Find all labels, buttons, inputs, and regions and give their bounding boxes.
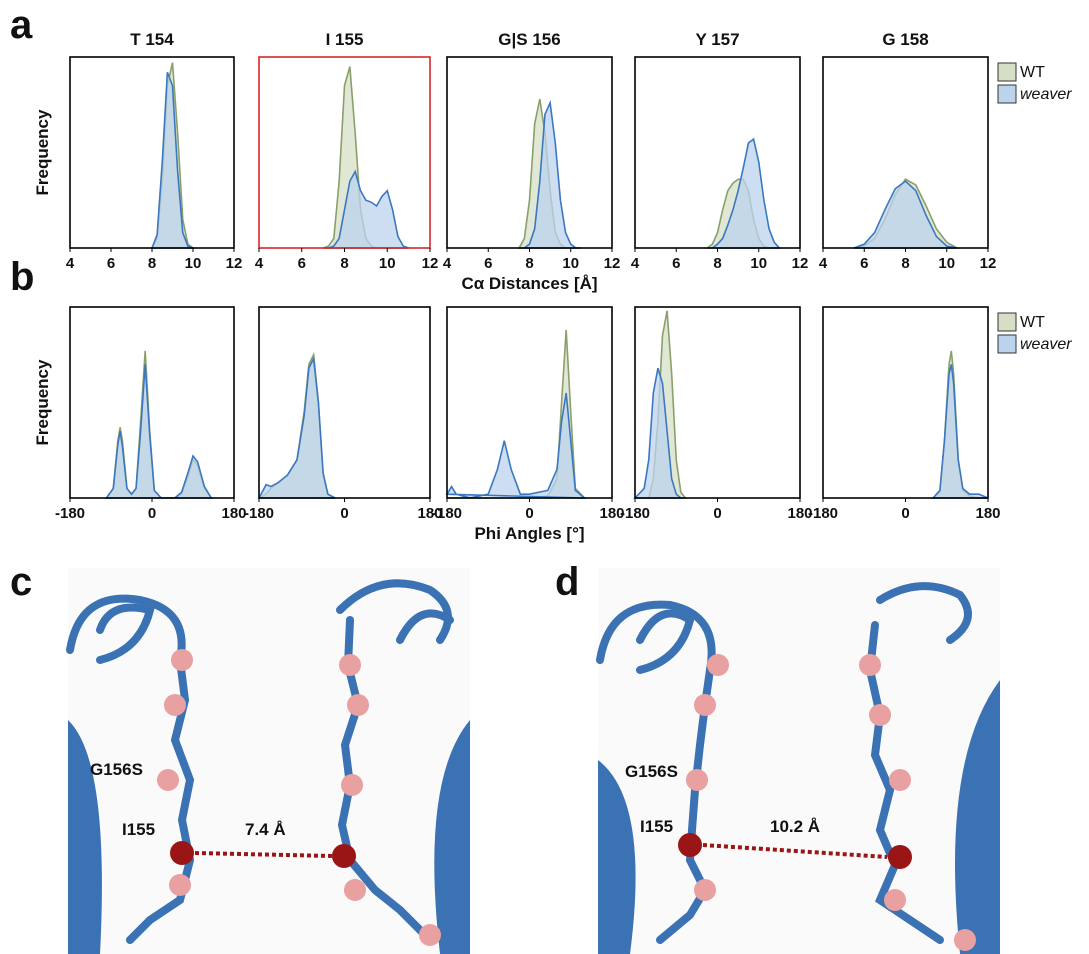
x-tick-label: 4 — [255, 255, 264, 272]
x-tick-label: 4 — [443, 255, 452, 272]
plot-background — [259, 307, 430, 498]
x-tick-label: -180 — [55, 505, 85, 522]
plot-background — [823, 307, 988, 498]
chart-title: Y 157 — [695, 30, 739, 49]
x-tick-label: 6 — [672, 255, 680, 272]
plot-background — [70, 57, 234, 248]
chart-title: I 155 — [326, 30, 364, 49]
plot-background — [635, 57, 800, 248]
residue-label: I155 — [122, 820, 155, 839]
distance-label: 10.2 Å — [770, 817, 820, 836]
x-tick-label: 10 — [185, 255, 202, 272]
legend-label: WT — [1020, 314, 1045, 331]
x-tick-label: 6 — [298, 255, 306, 272]
legend-swatch — [998, 63, 1016, 81]
x-tick-label: 10 — [750, 255, 767, 272]
distance-label: 7.4 Å — [245, 820, 286, 839]
x-tick-label: 0 — [340, 505, 348, 522]
x-tick-label: 12 — [226, 255, 243, 272]
chart-title: G 158 — [882, 30, 928, 49]
x-tick-label: 12 — [422, 255, 439, 272]
legend-label: WT — [1020, 64, 1045, 81]
x-tick-label: 4 — [66, 255, 75, 272]
x-tick-label: -180 — [432, 505, 462, 522]
chart-title: T 154 — [130, 30, 174, 49]
y-axis-label: Frequency — [33, 109, 52, 196]
x-tick-label: -180 — [808, 505, 838, 522]
x-tick-label: 12 — [980, 255, 997, 272]
page: {"panel_labels": ["a", "b", "c", "d"], "… — [0, 0, 1089, 954]
x-tick-label: -180 — [620, 505, 650, 522]
x-tick-label: 10 — [379, 255, 396, 272]
x-tick-label: 4 — [631, 255, 640, 272]
chart-title: G|S 156 — [498, 30, 560, 49]
x-tick-label: 4 — [819, 255, 828, 272]
x-axis-label: Phi Angles [°] — [474, 524, 584, 543]
x-tick-label: 8 — [901, 255, 909, 272]
mutant-label: G156S — [90, 760, 143, 779]
x-tick-label: 6 — [107, 255, 115, 272]
legend-label: weaver — [1020, 86, 1072, 103]
x-tick-label: 0 — [525, 505, 533, 522]
legend-swatch — [998, 335, 1016, 353]
panel-label: a — [10, 3, 33, 47]
figure: a b c d G156S I155 7.4 Å — [0, 0, 1089, 954]
x-tick-label: 12 — [792, 255, 809, 272]
x-tick-label: 0 — [901, 505, 909, 522]
x-tick-label: 6 — [484, 255, 492, 272]
x-tick-label: 6 — [860, 255, 868, 272]
residue-label: I155 — [640, 817, 673, 836]
x-tick-label: 8 — [148, 255, 156, 272]
x-tick-label: 180 — [221, 505, 246, 522]
legend-swatch — [998, 313, 1016, 331]
x-tick-label: -180 — [244, 505, 274, 522]
structure-c: G156S I155 7.4 Å — [68, 568, 470, 954]
x-tick-label: 8 — [525, 255, 533, 272]
x-tick-label: 8 — [713, 255, 721, 272]
y-axis-label: Frequency — [33, 359, 52, 446]
x-tick-label: 8 — [340, 255, 348, 272]
x-tick-label: 0 — [148, 505, 156, 522]
legend-label: weaver — [1020, 336, 1072, 353]
panel-label: b — [10, 255, 34, 299]
plot-background — [447, 307, 612, 498]
mutant-label: G156S — [625, 762, 678, 781]
x-tick-label: 10 — [562, 255, 579, 272]
x-tick-label: 10 — [938, 255, 955, 272]
x-tick-label: 0 — [713, 505, 721, 522]
panel-label: c — [10, 560, 32, 604]
legend-swatch — [998, 85, 1016, 103]
structure-d: G156S I155 10.2 Å — [598, 568, 1000, 954]
panel-label: d — [555, 560, 579, 604]
x-tick-label: 12 — [604, 255, 621, 272]
x-axis-label: Cα Distances [Å] — [461, 274, 597, 293]
x-tick-label: 180 — [975, 505, 1000, 522]
